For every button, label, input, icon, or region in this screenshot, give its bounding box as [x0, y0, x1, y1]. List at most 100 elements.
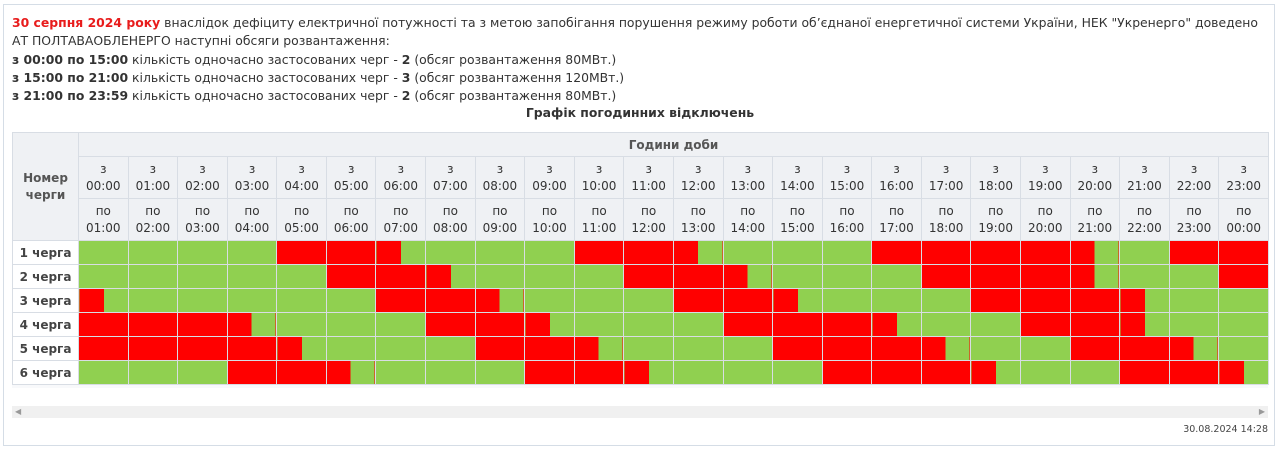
schedule-count: 2 — [401, 51, 411, 67]
hour-status-cell — [425, 360, 476, 385]
hour-status-cell — [672, 312, 724, 337]
hour-status-cell — [226, 240, 278, 265]
from-prefix: з — [1141, 161, 1148, 176]
from-time: 17:00 — [928, 178, 964, 193]
hour-status-cell — [920, 336, 972, 361]
to-prefix: по — [393, 203, 409, 218]
from-prefix: з — [199, 161, 206, 176]
queue-row: 3 черга — [12, 288, 1270, 313]
hour-status-cell — [871, 336, 922, 361]
hour-status-cell — [1119, 240, 1170, 265]
queue-label: 2 черга — [12, 264, 79, 289]
hour-status-cell — [970, 336, 1021, 361]
hour-status-cell — [375, 360, 427, 385]
hour-status-cell — [970, 240, 1021, 265]
hour-status-cell — [524, 264, 575, 289]
hour-status-cell — [821, 312, 873, 337]
queue-row: 6 черга — [12, 360, 1270, 385]
hour-from-label: з 08:00 — [474, 156, 526, 199]
hour-status-cell — [623, 312, 674, 337]
from-time: 10:00 — [581, 178, 617, 193]
schedule-line-2: з 15:00 по 21:00 кількість одночасно зас… — [12, 70, 624, 85]
to-time: 22:00 — [1127, 220, 1162, 235]
hour-status-cell — [1168, 264, 1220, 289]
hour-status-cell — [425, 312, 476, 337]
hour-status-cell — [325, 240, 377, 265]
to-prefix: по — [690, 203, 706, 218]
hour-status-cell — [226, 288, 278, 313]
schedule-volume: (обсяг розвантаження 120МВт.) — [410, 69, 625, 85]
schedule-line-1: з 00:00 по 15:00 кількість одночасно зас… — [12, 52, 616, 67]
from-time: 04:00 — [284, 178, 319, 193]
hour-from-label: з 00:00 — [78, 156, 129, 199]
hour-status-cell — [722, 264, 774, 289]
schedule-caption: Графік погодинних відключень — [525, 105, 755, 120]
schedule-text: кількість одночасно застосованих черг - — [128, 88, 402, 104]
hour-status-cell — [772, 312, 823, 337]
schedule-volume: (обсяг розвантаження 80МВт.) — [410, 51, 617, 67]
to-time: 17:00 — [879, 220, 914, 235]
from-prefix: з — [100, 161, 107, 176]
hour-status-cell — [78, 312, 129, 337]
hour-status-cell — [474, 336, 526, 361]
to-prefix: по — [343, 203, 359, 218]
hour-status-cell — [672, 240, 724, 265]
hour-status-cell — [1119, 312, 1170, 337]
hour-status-cell — [871, 240, 922, 265]
from-time: 20:00 — [1077, 178, 1113, 193]
hour-status-cell — [325, 288, 377, 313]
to-prefix: по — [789, 203, 805, 218]
hour-from-label: з 22:00 — [1168, 156, 1220, 199]
hour-status-cell — [821, 288, 873, 313]
from-time: 08:00 — [482, 178, 518, 193]
hour-status-cell — [425, 240, 476, 265]
scroll-right-icon[interactable]: ▶ — [1258, 407, 1265, 416]
to-prefix: по — [839, 203, 855, 218]
hour-from-label: з 01:00 — [127, 156, 179, 199]
to-prefix: по — [194, 203, 211, 218]
hour-to-label: по 09:00 — [474, 198, 526, 241]
from-time: 09:00 — [532, 178, 567, 193]
to-prefix: по — [294, 203, 310, 218]
from-time: 13:00 — [730, 178, 766, 193]
hour-status-cell — [1218, 336, 1270, 361]
schedule-text: кількість одночасно застосованих черг - — [128, 51, 402, 67]
hour-status-cell — [474, 288, 526, 313]
queue-label: 5 черга — [12, 336, 79, 361]
hour-status-cell — [524, 336, 575, 361]
scroll-left-icon[interactable]: ◀ — [15, 407, 22, 416]
to-prefix: по — [145, 203, 161, 218]
to-prefix: по — [938, 203, 954, 218]
queue-row: 5 черга — [12, 336, 1270, 361]
from-prefix: з — [1042, 161, 1049, 176]
to-prefix: по — [1136, 203, 1153, 218]
from-prefix: з — [1190, 161, 1198, 176]
hour-from-label: з 23:00 — [1218, 156, 1270, 199]
hour-status-cell — [672, 336, 724, 361]
from-prefix: з — [595, 161, 603, 176]
hour-status-cell — [573, 264, 625, 289]
hour-status-cell — [970, 360, 1021, 385]
hour-status-cell — [1119, 264, 1170, 289]
hour-status-cell — [276, 312, 327, 337]
from-prefix: з — [744, 161, 751, 176]
schedule-text: кількість одночасно застосованих черг - — [128, 69, 402, 85]
hour-status-cell — [177, 336, 228, 361]
hour-to-label: по 20:00 — [1019, 198, 1071, 241]
from-prefix: з — [645, 161, 652, 176]
hour-status-cell — [1218, 312, 1270, 337]
from-time: 06:00 — [383, 178, 419, 193]
horizontal-scrollbar[interactable]: ◀ ▶ — [12, 406, 1268, 418]
from-prefix: з — [695, 161, 702, 176]
from-prefix: з — [347, 161, 355, 176]
hour-status-cell — [375, 336, 427, 361]
hour-from-label: з 03:00 — [226, 156, 278, 199]
from-time: 00:00 — [85, 178, 121, 193]
from-prefix: з — [546, 161, 553, 176]
hour-status-cell — [772, 336, 823, 361]
hours-header: Години доби — [77, 132, 1270, 157]
from-time: 14:00 — [780, 178, 815, 193]
schedule-range: з 21:00 по 23:59 — [12, 88, 129, 104]
hour-status-cell — [474, 312, 526, 337]
hour-status-cell — [177, 312, 228, 337]
